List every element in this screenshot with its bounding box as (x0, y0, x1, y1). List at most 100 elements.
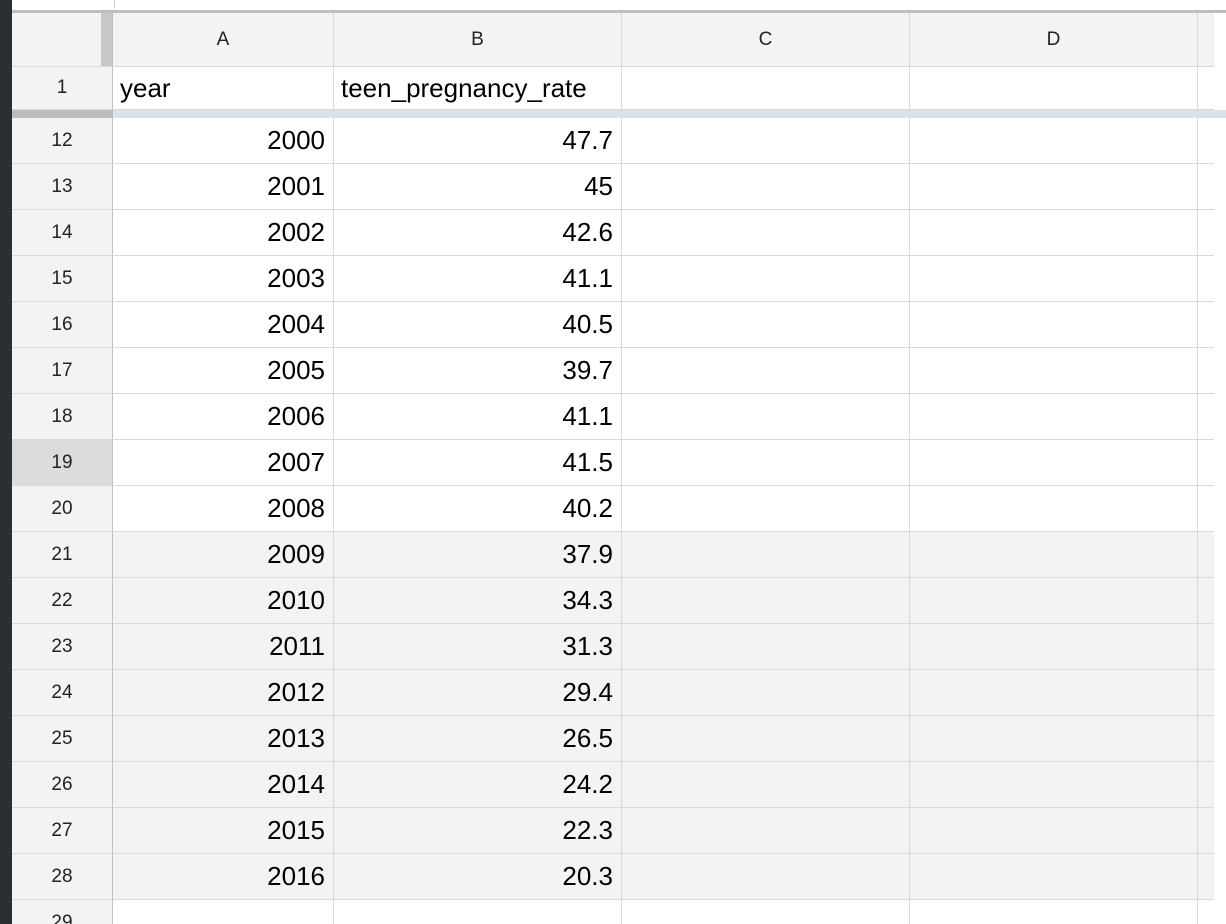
cell-c1[interactable] (622, 67, 910, 110)
cell-rate[interactable]: 41.1 (334, 256, 622, 302)
cell-empty[interactable] (622, 394, 910, 440)
cell-empty[interactable] (622, 854, 910, 900)
cell-year[interactable] (113, 900, 334, 924)
cell-empty[interactable] (1198, 670, 1214, 716)
cell-empty[interactable] (910, 532, 1198, 578)
cell-rate[interactable]: 40.2 (334, 486, 622, 532)
cell-empty[interactable] (1198, 164, 1214, 210)
cell-empty[interactable] (622, 118, 910, 164)
cell-rate[interactable]: 24.2 (334, 762, 622, 808)
row-header[interactable]: 19 (12, 440, 113, 486)
cell-empty[interactable] (622, 486, 910, 532)
cell-empty[interactable] (910, 854, 1198, 900)
row-header[interactable]: 25 (12, 716, 113, 762)
cell-rate[interactable]: 40.5 (334, 302, 622, 348)
cell-empty[interactable] (910, 716, 1198, 762)
row-header[interactable]: 20 (12, 486, 113, 532)
cell-empty[interactable] (910, 256, 1198, 302)
cell-rate[interactable]: 39.7 (334, 348, 622, 394)
cell-rate[interactable]: 42.6 (334, 210, 622, 256)
frozen-row-divider[interactable] (12, 110, 1226, 118)
cell-year[interactable]: 2014 (113, 762, 334, 808)
row-header[interactable]: 23 (12, 624, 113, 670)
cell-year[interactable]: 2012 (113, 670, 334, 716)
cell-empty[interactable] (1198, 532, 1214, 578)
cell-year[interactable]: 2015 (113, 808, 334, 854)
cell-empty[interactable] (1198, 440, 1214, 486)
cell-rate[interactable]: 20.3 (334, 854, 622, 900)
row-header[interactable]: 26 (12, 762, 113, 808)
column-header-b[interactable]: B (334, 13, 622, 67)
cell-empty[interactable] (1198, 210, 1214, 256)
cell-empty[interactable] (622, 578, 910, 624)
cell-empty[interactable] (910, 762, 1198, 808)
cell-empty[interactable] (910, 808, 1198, 854)
select-all-corner[interactable] (12, 13, 101, 67)
cell-empty[interactable] (622, 900, 910, 924)
row-header-1[interactable]: 1 (12, 67, 113, 110)
cell-year[interactable]: 2013 (113, 716, 334, 762)
row-header[interactable]: 12 (12, 118, 113, 164)
cell-empty[interactable] (622, 808, 910, 854)
cell-empty[interactable] (1198, 900, 1214, 924)
cell-empty[interactable] (910, 440, 1198, 486)
cell-empty[interactable] (622, 532, 910, 578)
cell-empty[interactable] (1198, 624, 1214, 670)
cell-empty[interactable] (910, 118, 1198, 164)
cell-empty[interactable] (622, 302, 910, 348)
row-header[interactable]: 15 (12, 256, 113, 302)
cell-empty[interactable] (1198, 394, 1214, 440)
cell-year[interactable]: 2004 (113, 302, 334, 348)
cell-empty[interactable] (1198, 256, 1214, 302)
column-header-d[interactable]: D (910, 13, 1198, 67)
column-header-a[interactable]: A (113, 13, 334, 67)
frozen-column-handle[interactable] (101, 13, 113, 67)
cell-empty[interactable] (910, 210, 1198, 256)
cell-b1-rate-label[interactable]: teen_pregnancy_rate (334, 67, 622, 110)
cell-year[interactable]: 2006 (113, 394, 334, 440)
cell-empty[interactable] (910, 578, 1198, 624)
row-header[interactable]: 21 (12, 532, 113, 578)
cell-empty[interactable] (1198, 302, 1214, 348)
cell-empty[interactable] (1198, 118, 1214, 164)
cell-empty[interactable] (910, 900, 1198, 924)
cell-empty[interactable] (622, 164, 910, 210)
cell-year[interactable]: 2007 (113, 440, 334, 486)
column-header-c[interactable]: C (622, 13, 910, 67)
row-header[interactable]: 28 (12, 854, 113, 900)
cell-year[interactable]: 2008 (113, 486, 334, 532)
cell-empty[interactable] (1198, 348, 1214, 394)
column-header-e[interactable] (1198, 13, 1214, 67)
cell-a1-year-label[interactable]: year (113, 67, 334, 110)
cell-year[interactable]: 2010 (113, 578, 334, 624)
cell-empty[interactable] (622, 716, 910, 762)
cell-empty[interactable] (910, 624, 1198, 670)
cell-rate[interactable]: 45 (334, 164, 622, 210)
cell-empty[interactable] (1198, 578, 1214, 624)
cell-empty[interactable] (1198, 716, 1214, 762)
row-header[interactable]: 17 (12, 348, 113, 394)
cell-rate[interactable]: 41.1 (334, 394, 622, 440)
cell-rate[interactable]: 47.7 (334, 118, 622, 164)
cell-empty[interactable] (910, 486, 1198, 532)
cell-rate[interactable]: 41.5 (334, 440, 622, 486)
cell-year[interactable]: 2011 (113, 624, 334, 670)
cell-year[interactable]: 2003 (113, 256, 334, 302)
cell-empty[interactable] (1198, 762, 1214, 808)
cell-empty[interactable] (1198, 854, 1214, 900)
cell-empty[interactable] (622, 348, 910, 394)
cell-year[interactable]: 2005 (113, 348, 334, 394)
row-header[interactable]: 22 (12, 578, 113, 624)
row-header[interactable]: 24 (12, 670, 113, 716)
cell-empty[interactable] (622, 256, 910, 302)
cell-empty[interactable] (622, 762, 910, 808)
cell-rate[interactable]: 29.4 (334, 670, 622, 716)
cell-year[interactable]: 2009 (113, 532, 334, 578)
cell-rate[interactable]: 26.5 (334, 716, 622, 762)
cell-empty[interactable] (910, 394, 1198, 440)
cell-empty[interactable] (910, 348, 1198, 394)
cell-year[interactable]: 2000 (113, 118, 334, 164)
frozen-row-handle[interactable] (12, 110, 113, 118)
cell-year[interactable]: 2002 (113, 210, 334, 256)
cell-empty[interactable] (622, 670, 910, 716)
